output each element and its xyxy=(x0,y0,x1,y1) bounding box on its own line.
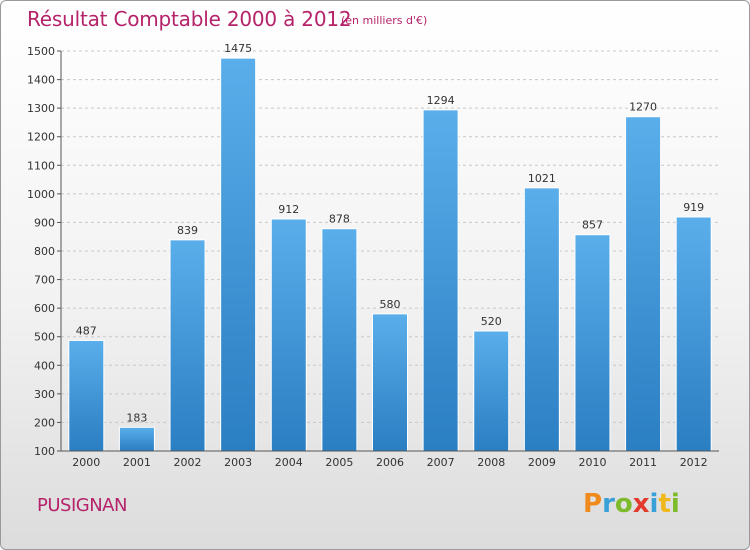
bar xyxy=(625,116,662,452)
bar xyxy=(321,228,358,452)
y-tick-label: 1300 xyxy=(27,102,55,115)
x-tick-label: 2005 xyxy=(325,456,353,469)
bar xyxy=(220,57,257,452)
data-label: 1021 xyxy=(528,172,556,185)
data-label: 1270 xyxy=(629,101,657,114)
x-tick-label: 2008 xyxy=(477,456,505,469)
data-label: 520 xyxy=(481,315,502,328)
y-tick-label: 500 xyxy=(34,331,55,344)
bar xyxy=(675,216,712,452)
x-tick-label: 2007 xyxy=(427,456,455,469)
data-label: 1294 xyxy=(427,94,455,107)
bar xyxy=(270,218,307,452)
x-tick-label: 2006 xyxy=(376,456,404,469)
bar xyxy=(523,187,560,452)
data-label: 183 xyxy=(126,411,147,424)
data-label: 878 xyxy=(329,213,350,226)
data-label: 919 xyxy=(683,201,704,214)
x-tick-label: 2002 xyxy=(174,456,202,469)
bar xyxy=(574,234,611,452)
data-label: 1475 xyxy=(224,42,252,55)
logo-letter: r xyxy=(602,489,615,519)
x-tick-label: 2012 xyxy=(680,456,708,469)
bar xyxy=(169,239,206,452)
bar xyxy=(422,109,459,452)
x-tick-label: 2003 xyxy=(224,456,252,469)
logo-letter: t xyxy=(658,489,671,519)
y-axis: 100 200 300 400 500 600 700 800 900 1000 1100 1200 1… xyxy=(27,45,62,458)
y-tick-label: 1200 xyxy=(27,131,55,144)
x-tick-label: 2010 xyxy=(578,456,606,469)
y-tick-label: 900 xyxy=(34,216,55,229)
logo-letter: i xyxy=(670,489,680,519)
bar xyxy=(372,313,408,452)
bar xyxy=(68,339,105,452)
y-tick-label: 1000 xyxy=(27,188,55,201)
logo-letter: i xyxy=(649,489,659,519)
y-tick-label: 600 xyxy=(34,302,55,315)
y-tick-label: 1500 xyxy=(27,45,55,58)
x-tick-label: 2011 xyxy=(629,456,657,469)
data-label: 857 xyxy=(582,219,603,232)
x-tick-label: 2004 xyxy=(275,456,303,469)
data-labels: 487 183 839 1475 912 878 580 1294 520 1021 857 1270… xyxy=(76,42,704,424)
proxiti-logo: Proxiti xyxy=(583,489,680,519)
y-tick-label: 1100 xyxy=(27,159,55,172)
data-label: 580 xyxy=(380,298,401,311)
x-tick-label: 2009 xyxy=(528,456,556,469)
bar xyxy=(118,426,155,452)
logo-letter: x xyxy=(632,489,650,519)
y-tick-label: 200 xyxy=(34,416,55,429)
bar-series xyxy=(68,57,712,452)
y-tick-label: 800 xyxy=(34,245,55,258)
y-tick-label: 400 xyxy=(34,359,55,372)
x-tick-label: 2001 xyxy=(123,456,151,469)
chart-subtitle: (en milliers d'€) xyxy=(341,14,428,27)
y-tick-label: 700 xyxy=(34,274,55,287)
x-axis: 2000 2001 2002 2003 2004 2005 2006 2007 2008 2009… xyxy=(61,450,719,469)
x-tick-label: 2000 xyxy=(72,456,100,469)
y-tick-label: 100 xyxy=(34,445,55,458)
logo-letter: P xyxy=(583,489,603,519)
bar xyxy=(473,330,510,452)
y-tick-label: 300 xyxy=(34,388,55,401)
data-label: 487 xyxy=(76,324,97,337)
commune-name: PUSIGNAN xyxy=(37,495,127,516)
chart-title: Résultat Comptable 2000 à 2012 xyxy=(27,7,352,31)
data-label: 839 xyxy=(177,224,198,237)
data-label: 912 xyxy=(278,203,299,216)
y-tick-label: 1400 xyxy=(27,74,55,87)
logo-letter: o xyxy=(614,489,633,519)
